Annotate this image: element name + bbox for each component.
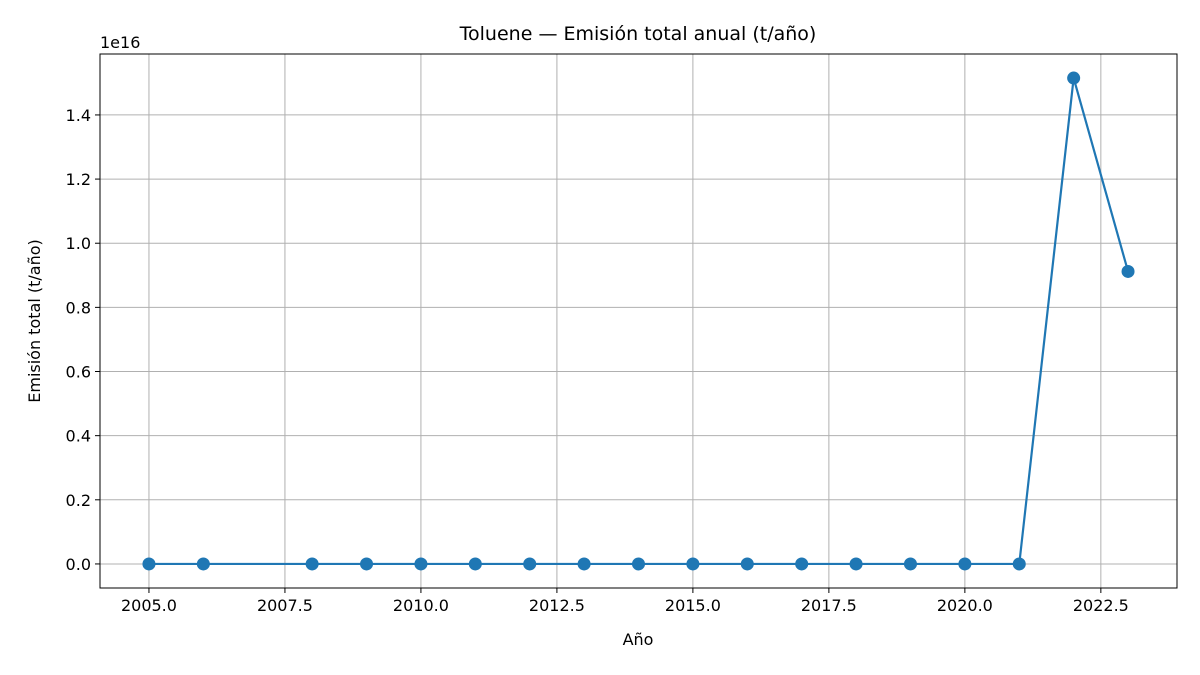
data-point: [577, 557, 591, 571]
data-point: [305, 557, 319, 571]
series-points: [142, 71, 1135, 571]
data-point: [1012, 557, 1026, 571]
series-line: [148, 76, 1130, 566]
y-axis-label: Emisión total (t/año): [25, 239, 44, 403]
data-point: [468, 557, 482, 571]
y-tick-label: 0.4: [66, 427, 91, 446]
data-point: [686, 557, 700, 571]
y-axis-offset-text: 1e16: [100, 33, 140, 52]
y-axis: 0.0 0.2 0.4 0.6 0.8 1.0 1.2 1.4: [66, 106, 100, 574]
data-point: [903, 557, 917, 571]
x-tick-label: 2012.5: [529, 596, 585, 615]
data-point: [142, 557, 156, 571]
x-tick-label: 2022.5: [1073, 596, 1129, 615]
y-tick-label: 0.8: [66, 298, 91, 317]
y-tick-label: 0.0: [66, 555, 91, 574]
x-tick-label: 2010.0: [393, 596, 449, 615]
x-tick-label: 2017.5: [801, 596, 857, 615]
y-tick-label: 1.4: [66, 106, 91, 125]
data-point: [740, 557, 754, 571]
data-point: [360, 557, 374, 571]
x-tick-label: 2020.0: [937, 596, 993, 615]
plot-area-frame: [99, 53, 1178, 589]
chart-title: Toluene — Emisión total anual (t/año): [459, 23, 817, 45]
data-point: [196, 557, 210, 571]
y-tick-label: 0.6: [66, 363, 91, 382]
x-tick-label: 2015.0: [665, 596, 721, 615]
y-tick-label: 0.2: [66, 491, 91, 510]
data-point: [414, 557, 428, 571]
y-tick-label: 1.2: [66, 170, 91, 189]
x-tick-label: 2007.5: [257, 596, 313, 615]
x-axis: 2005.0 2007.5 2010.0 2012.5 2015.0 2017.5 2020…: [121, 588, 1129, 615]
data-point: [523, 557, 537, 571]
y-tick-label: 1.0: [66, 234, 91, 253]
data-point: [795, 557, 809, 571]
x-tick-label: 2005.0: [121, 596, 177, 615]
data-point: [1067, 71, 1081, 85]
data-point: [958, 557, 972, 571]
series-line-layer: [148, 76, 1130, 566]
data-point: [1121, 264, 1135, 278]
grid: [100, 54, 1177, 588]
data-point: [849, 557, 863, 571]
x-axis-label: Año: [623, 630, 654, 649]
data-point: [632, 557, 645, 571]
